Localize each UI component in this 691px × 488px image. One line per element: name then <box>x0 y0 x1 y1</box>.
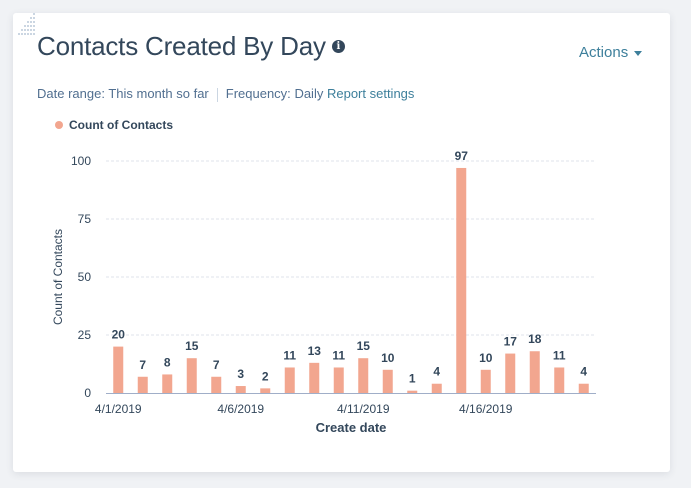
y-tick-label: 75 <box>78 212 92 226</box>
data-label: 1 <box>409 372 416 386</box>
bar[interactable] <box>554 367 565 393</box>
y-tick-label: 100 <box>71 154 91 168</box>
data-label: 10 <box>479 351 493 365</box>
caret-down-icon <box>634 50 643 56</box>
data-label: 11 <box>283 348 296 362</box>
bar[interactable] <box>309 362 320 393</box>
bar[interactable] <box>211 376 222 393</box>
legend-label[interactable]: Count of Contacts <box>69 118 173 132</box>
y-axis-ticks: 0 25 50 75 100 <box>71 154 91 400</box>
data-label: 18 <box>528 332 542 346</box>
frequency-value: Daily <box>294 86 324 101</box>
data-label: 17 <box>504 335 518 349</box>
report-card: Contacts Created By Day i Actions Date ra… <box>13 13 670 472</box>
bar[interactable] <box>456 167 467 393</box>
date-range-label: Date range: <box>37 86 105 101</box>
bar[interactable] <box>431 383 442 393</box>
x-tick-label: 4/16/2019 <box>459 402 513 416</box>
x-axis-title: Create date <box>316 420 387 435</box>
report-title-text: Contacts Created By Day <box>37 31 326 61</box>
y-tick-label: 50 <box>78 270 92 284</box>
data-label: 7 <box>139 358 146 372</box>
frequency-label: Frequency: <box>225 86 291 101</box>
report-meta: Date range: This month so far Frequency: … <box>37 86 414 102</box>
legend-swatch <box>55 120 63 129</box>
data-label: 97 <box>455 149 469 163</box>
bar[interactable] <box>407 390 418 393</box>
x-tick-label: 4/6/2019 <box>217 402 264 416</box>
data-label: 15 <box>357 339 371 353</box>
data-labels: 20 7 8 15 7 3 2 11 13 11 15 10 1 4 97 10 17 18 11 4 <box>112 149 588 386</box>
bar[interactable] <box>333 367 344 393</box>
x-tick-label: 4/11/2019 <box>337 402 390 416</box>
data-label: 10 <box>381 351 395 365</box>
actions-dropdown[interactable]: Actions <box>579 44 643 61</box>
data-label: 3 <box>237 367 244 381</box>
actions-label: Actions <box>579 44 629 61</box>
bar[interactable] <box>358 358 369 393</box>
data-label: 13 <box>308 344 322 358</box>
y-tick-label: 0 <box>84 386 91 400</box>
report-title: Contacts Created By Day i <box>37 31 345 62</box>
bar[interactable] <box>137 376 148 393</box>
bars <box>113 167 589 393</box>
data-label: 20 <box>112 328 126 342</box>
bar[interactable] <box>480 369 491 393</box>
meta-divider <box>216 87 218 102</box>
data-label: 15 <box>185 339 199 353</box>
bar[interactable] <box>162 374 173 393</box>
date-range-value: This month so far <box>108 86 209 101</box>
data-label: 2 <box>262 369 269 383</box>
bar[interactable] <box>235 386 246 393</box>
data-label: 4 <box>433 365 440 379</box>
x-tick-label: 4/1/2019 <box>95 402 142 416</box>
bar[interactable] <box>260 388 271 393</box>
data-label: 8 <box>164 355 171 369</box>
chart-legend: Count of Contacts <box>55 118 173 132</box>
report-settings-link[interactable]: Report settings <box>326 86 415 101</box>
bar[interactable] <box>284 367 295 393</box>
bar[interactable] <box>113 346 124 393</box>
x-axis-ticks: 4/1/2019 4/6/2019 4/11/2019 4/16/2019 <box>95 402 513 416</box>
bar[interactable] <box>186 358 197 393</box>
bar[interactable] <box>382 369 393 393</box>
bar[interactable] <box>578 383 589 393</box>
gridlines <box>106 160 596 336</box>
bar[interactable] <box>505 353 516 393</box>
bar[interactable] <box>529 351 540 393</box>
data-label: 11 <box>553 348 566 362</box>
data-label: 7 <box>213 358 220 372</box>
data-label: 4 <box>580 365 587 379</box>
y-axis-title: Count of Contacts <box>51 229 65 325</box>
data-label: 11 <box>332 348 345 362</box>
resize-handle-icon[interactable] <box>13 13 37 37</box>
info-icon[interactable]: i <box>331 39 345 53</box>
y-tick-label: 25 <box>78 328 92 342</box>
